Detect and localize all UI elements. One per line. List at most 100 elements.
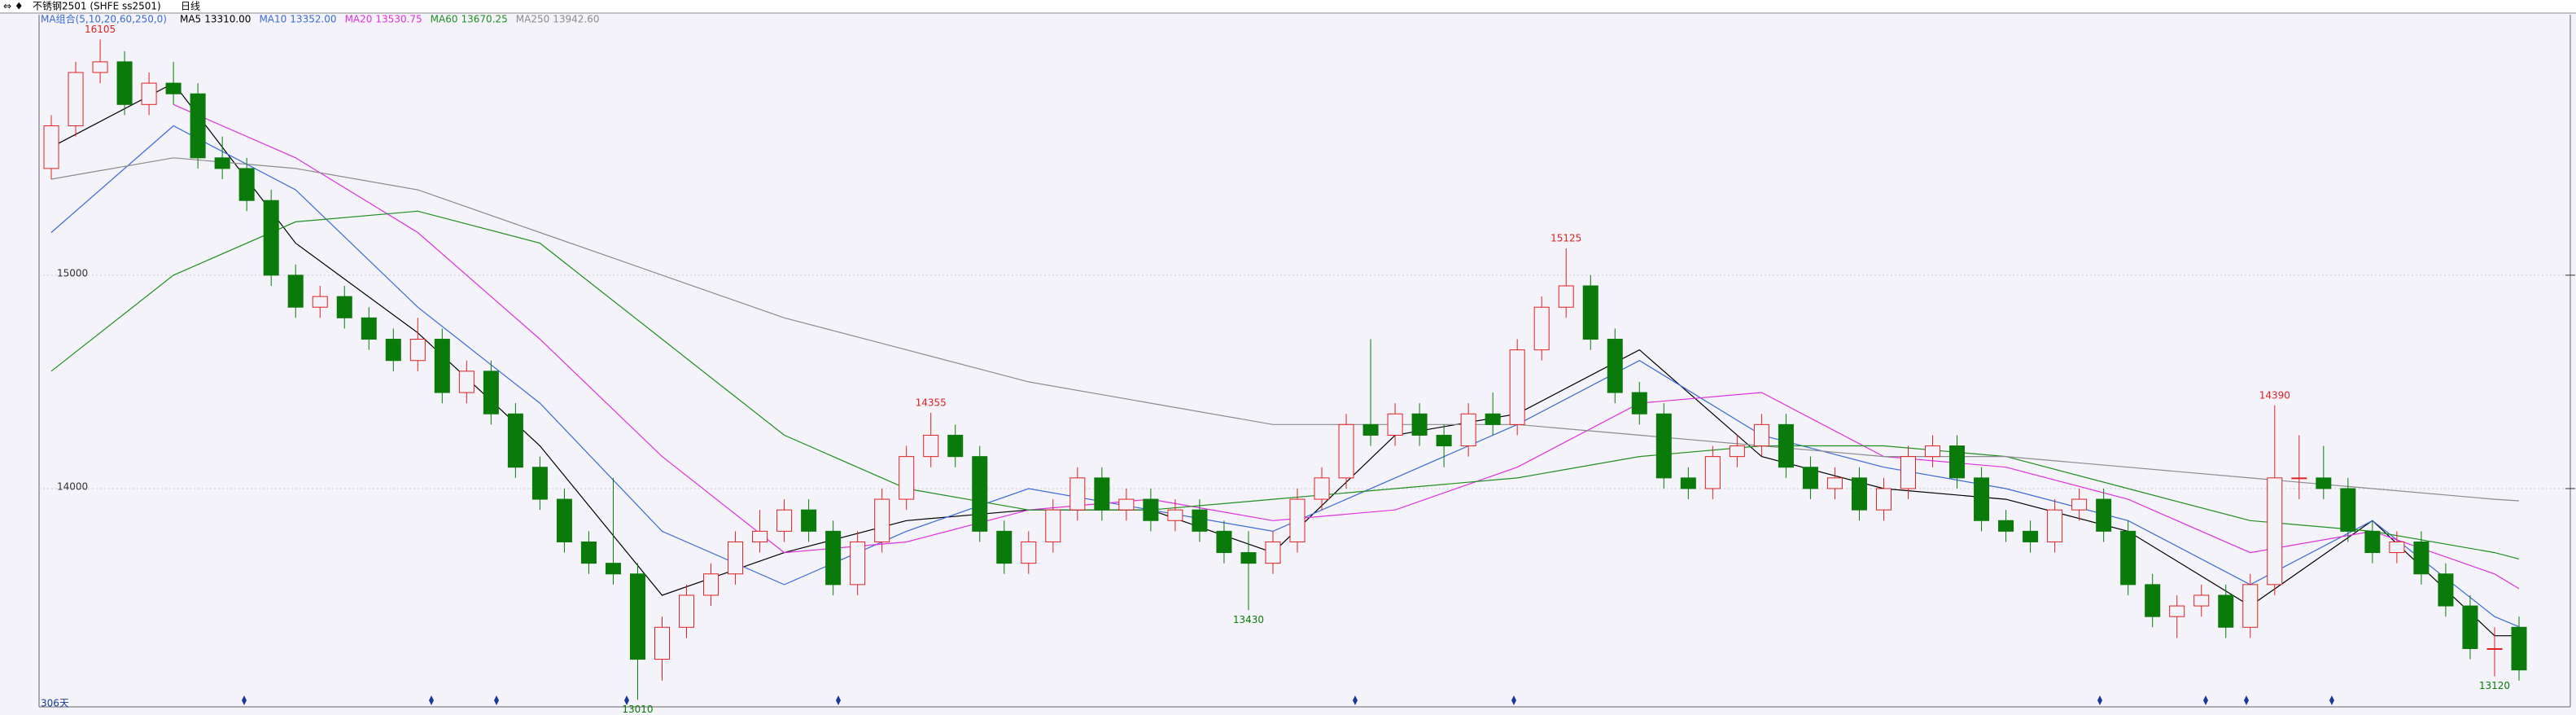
high-label: 16105 bbox=[85, 24, 116, 35]
event-marker bbox=[624, 695, 629, 705]
candle-body bbox=[361, 317, 377, 340]
candle-body bbox=[434, 339, 450, 393]
candle-body bbox=[2047, 509, 2063, 542]
y-tick-label: 15000 bbox=[57, 267, 88, 279]
candle-body bbox=[1045, 509, 1061, 542]
candle-body bbox=[556, 498, 572, 542]
high-label: 15125 bbox=[1550, 233, 1581, 244]
candle-body bbox=[1533, 306, 1550, 351]
candle-body bbox=[2193, 594, 2210, 607]
candle-body bbox=[531, 467, 548, 500]
event-marker bbox=[429, 695, 434, 705]
candle-body bbox=[1265, 541, 1281, 564]
candle-body bbox=[2242, 584, 2259, 628]
candle-body bbox=[1558, 285, 1574, 308]
legend-value: 13942.60 bbox=[553, 14, 599, 25]
candle-body bbox=[238, 168, 255, 201]
candle-body bbox=[1704, 456, 1721, 489]
legend-name: MA60 bbox=[431, 14, 458, 25]
period[interactable]: 日线 bbox=[181, 1, 200, 12]
candle-body bbox=[1509, 349, 1525, 425]
candle-body bbox=[776, 509, 793, 532]
candle-body bbox=[1778, 423, 1794, 468]
candle-body bbox=[2511, 626, 2527, 671]
candle-body bbox=[263, 200, 279, 276]
event-marker bbox=[836, 695, 841, 705]
candle-body bbox=[1143, 498, 1159, 521]
candle-body bbox=[1216, 530, 1232, 554]
legend-name: MA20 bbox=[345, 14, 373, 25]
candle-body bbox=[752, 530, 768, 542]
candle-body bbox=[2096, 498, 2112, 532]
candle-body bbox=[2291, 477, 2307, 480]
candle-body bbox=[972, 456, 988, 532]
y-tick-label: 14000 bbox=[57, 480, 88, 492]
event-marker bbox=[2203, 695, 2208, 705]
legend-value: 13670.25 bbox=[461, 14, 508, 25]
candle-body bbox=[1802, 467, 1818, 489]
low-label: 13430 bbox=[1233, 614, 1264, 625]
candle-body bbox=[1411, 413, 1428, 436]
event-marker bbox=[2244, 695, 2249, 705]
candle-body bbox=[2120, 530, 2136, 586]
candle-body bbox=[214, 157, 230, 169]
candle-body bbox=[1655, 413, 1672, 479]
candle-body bbox=[141, 82, 157, 105]
candle-body bbox=[947, 434, 964, 458]
candle-body bbox=[2267, 477, 2283, 586]
candle-body bbox=[728, 541, 744, 575]
legend-name: MA10 bbox=[259, 14, 286, 25]
candle-body bbox=[2218, 594, 2234, 628]
high-label: 14390 bbox=[2259, 389, 2290, 401]
legend-value: 13310.00 bbox=[204, 14, 251, 25]
candle-body bbox=[629, 573, 645, 660]
candle-body bbox=[1118, 498, 1135, 511]
candle-body bbox=[1949, 445, 1966, 479]
low-label: 13010 bbox=[622, 704, 653, 715]
candle-body bbox=[1436, 434, 1452, 447]
candle-body bbox=[1998, 520, 2014, 532]
indicator[interactable]: MA组合(5,10,20,60,250,0) bbox=[41, 13, 167, 25]
candle-body bbox=[580, 541, 597, 564]
candle-body bbox=[2071, 498, 2088, 511]
candle-body bbox=[92, 61, 108, 73]
candle-body bbox=[2462, 605, 2478, 649]
candle-body bbox=[336, 296, 352, 318]
candle-body bbox=[874, 498, 890, 542]
candle-body bbox=[1680, 477, 1696, 489]
event-marker bbox=[1353, 695, 1358, 705]
candle-body bbox=[801, 509, 817, 532]
candle-body bbox=[190, 93, 206, 159]
candle-body bbox=[1021, 541, 1037, 564]
event-marker bbox=[2097, 695, 2102, 705]
candle-body bbox=[1094, 477, 1110, 511]
ma-line bbox=[50, 157, 2520, 502]
candle-body bbox=[287, 274, 304, 308]
candle-body bbox=[116, 61, 133, 105]
candle-body bbox=[1729, 445, 1745, 458]
day-count: 306天 bbox=[41, 698, 69, 709]
candle-body bbox=[1925, 445, 1941, 458]
candle-body bbox=[2486, 647, 2503, 650]
candle-body bbox=[2340, 488, 2356, 532]
event-marker bbox=[494, 695, 499, 705]
candle-body bbox=[1240, 552, 1257, 564]
candle-body bbox=[409, 339, 426, 362]
ma-line bbox=[50, 210, 2520, 559]
candle-body bbox=[1069, 477, 1086, 511]
candle-body bbox=[1289, 498, 1305, 542]
candle-body bbox=[1192, 509, 1208, 532]
legend-value: 13530.75 bbox=[375, 14, 422, 25]
legend-value: 13352.00 bbox=[290, 14, 336, 25]
candle-body bbox=[43, 125, 59, 169]
event-marker bbox=[2329, 695, 2334, 705]
symbol: 不锈钢2501 (SHFE ss2501) bbox=[33, 1, 161, 12]
candle-body bbox=[1826, 477, 1843, 489]
candle-body bbox=[654, 626, 671, 660]
candle-body bbox=[68, 72, 84, 127]
legend-name: MA250 bbox=[516, 14, 549, 25]
candle-body bbox=[1167, 509, 1183, 521]
candle-body bbox=[923, 434, 939, 458]
candle-body bbox=[1753, 423, 1769, 447]
